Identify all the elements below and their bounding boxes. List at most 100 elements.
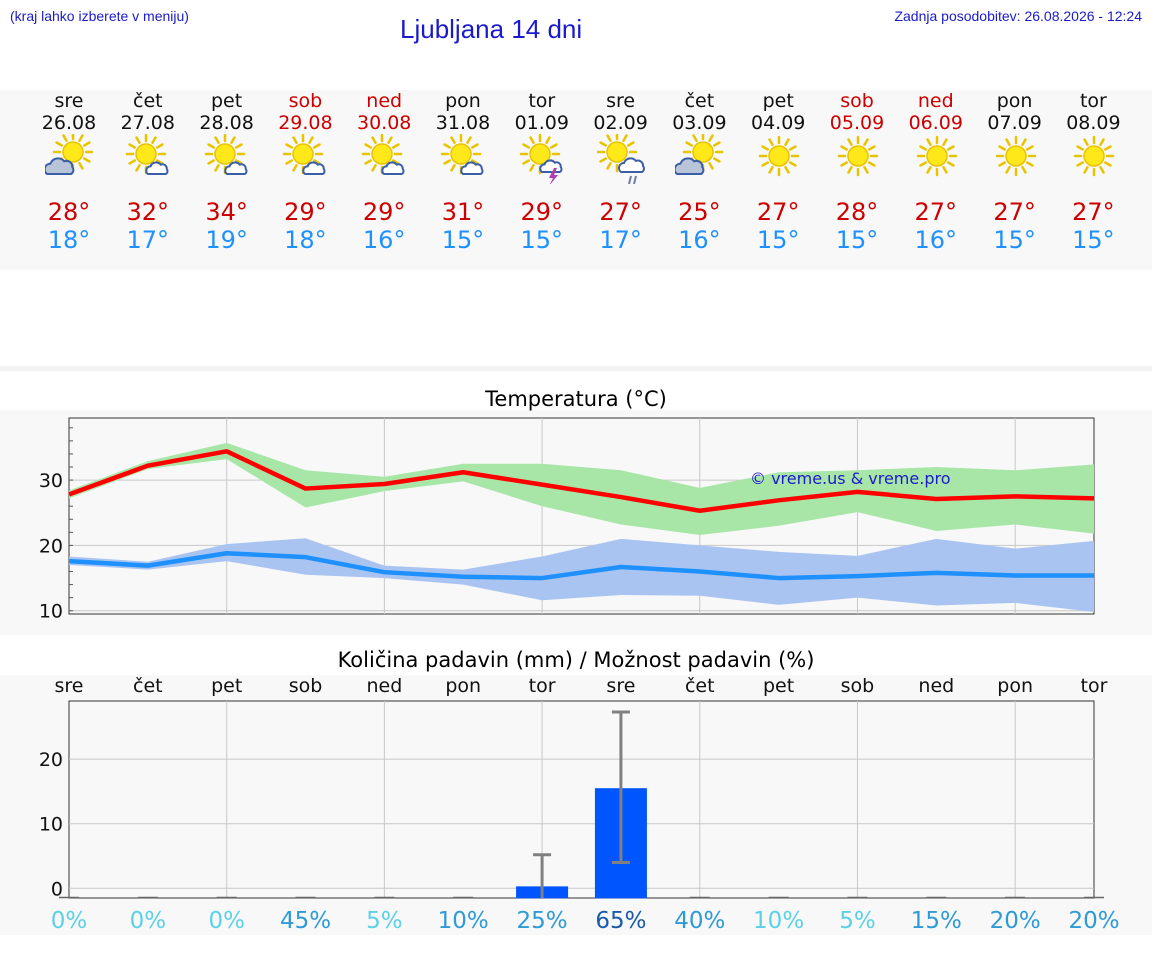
sun-small-cloud-icon <box>204 134 248 175</box>
day-column: pon 07.09 27° 15° <box>975 90 1055 254</box>
day-name: tor <box>528 90 556 112</box>
max-temperature: 31° <box>441 198 485 226</box>
precip-probability: 25% <box>517 908 568 934</box>
min-temperature: 15° <box>520 226 564 254</box>
day-date: 26.08 <box>41 112 97 134</box>
day-column: tor 01.09 29° 15° <box>502 90 582 254</box>
day-date: 05.09 <box>829 112 885 134</box>
max-temperature: 27° <box>599 198 642 226</box>
day-name: sob <box>840 90 874 112</box>
x-tick-label: ned <box>918 675 954 697</box>
x-tick-label: tor <box>1081 675 1108 697</box>
x-tick-label: čet <box>685 675 715 697</box>
min-temperature: 15° <box>993 226 1036 254</box>
precip-probability: 10% <box>753 908 804 934</box>
min-temperature: 18° <box>47 226 91 254</box>
min-temperature: 16° <box>914 226 958 254</box>
max-temperature: 34° <box>205 198 248 226</box>
page-title: Ljubljana 14 dni <box>400 14 583 44</box>
precip-probability: 5% <box>366 908 403 934</box>
y-tick-label: 10 <box>39 601 63 623</box>
sun-icon <box>758 135 800 177</box>
day-name: tor <box>1079 90 1107 112</box>
tmin-line <box>68 550 1094 581</box>
day-column: pet 28.08 34° 19° <box>187 90 267 254</box>
y-tick-label: 0 <box>51 878 63 900</box>
min-temperature: 18° <box>284 226 327 254</box>
day-date: 08.09 <box>1066 112 1121 134</box>
day-name: ned <box>366 90 403 112</box>
last-update: Zadnja posodobitev: 26.08.2026 - 12:24 <box>894 8 1142 24</box>
min-temperature: 17° <box>126 226 170 254</box>
x-tick-label: sob <box>841 675 875 697</box>
precip-probability: 45% <box>280 908 331 934</box>
sun-icon <box>916 135 958 177</box>
min-temperature: 17° <box>599 226 642 254</box>
sun-thunder-icon <box>519 134 563 184</box>
day-name: sre <box>606 90 636 112</box>
precip-probability: 65% <box>595 908 646 934</box>
x-tick-label: tor <box>529 675 556 697</box>
max-temperature: 29° <box>362 198 406 226</box>
day-date: 06.09 <box>908 112 963 134</box>
tmin-range-band <box>69 538 1094 613</box>
day-column: sob 29.08 29° 18° <box>265 90 345 254</box>
sun-icon <box>837 135 879 177</box>
day-column: ned 06.09 27° 16° <box>896 90 976 254</box>
day-name: pon <box>996 90 1033 112</box>
day-name: pet <box>762 90 794 112</box>
day-column: sob 05.09 28° 15° <box>817 90 897 254</box>
max-temperature: 27° <box>756 198 800 226</box>
sun-icon <box>1074 135 1115 177</box>
day-date: 28.08 <box>199 112 254 134</box>
min-temperature: 15° <box>441 226 485 254</box>
y-tick-label: 30 <box>39 470 63 492</box>
precip-probability: 10% <box>438 908 489 934</box>
day-column: sre 02.09 27° 17° <box>581 90 661 254</box>
plot-area <box>68 700 1095 899</box>
sun-rain-icon <box>596 134 645 184</box>
day-column: pet 04.09 27° 15° <box>738 90 818 254</box>
day-date: 07.09 <box>987 112 1042 134</box>
day-column: tor 08.09 27° 15° <box>1053 90 1133 254</box>
tmax-line <box>68 449 1095 514</box>
sun-small-cloud-icon <box>283 134 326 175</box>
watermark: © vreme.us & vreme.pro <box>750 469 951 488</box>
max-temperature: 32° <box>126 198 170 226</box>
x-tick-label: pet <box>763 675 794 697</box>
day-name: sre <box>54 90 84 112</box>
sun-icon <box>995 135 1036 177</box>
day-name: ned <box>917 90 954 112</box>
y-tick-label: 10 <box>39 814 63 836</box>
precip-probability: 0% <box>208 908 245 934</box>
sun-small-cloud-icon <box>125 134 169 175</box>
day-column: sre 26.08 28° 18° <box>29 90 109 254</box>
precip-probability: 0% <box>130 908 167 934</box>
max-temperature: 28° <box>47 198 91 226</box>
day-name: pet <box>210 90 243 112</box>
day-date: 27.08 <box>120 112 175 134</box>
min-temperature: 16° <box>678 226 721 254</box>
day-name: čet <box>684 90 715 112</box>
min-temperature: 15° <box>1072 226 1115 254</box>
precip-probability: 0% <box>51 908 88 934</box>
day-date: 30.08 <box>356 112 412 134</box>
max-temperature: 25° <box>678 198 721 226</box>
sun-cloud-icon <box>45 134 94 175</box>
precip-probability: 20% <box>990 908 1041 934</box>
day-column: ned 30.08 29° 16° <box>344 90 424 254</box>
sun-small-cloud-icon <box>361 134 405 175</box>
day-column: čet 27.08 32° 17° <box>108 90 188 254</box>
day-column: pon 31.08 31° 15° <box>423 90 503 254</box>
sun-small-cloud-icon <box>440 134 484 175</box>
precip-probability: 5% <box>839 908 876 934</box>
day-date: 31.08 <box>435 112 491 134</box>
precipitation-chart: sre čet pet sob ned pon tor sre čet pet sob ned pon t… <box>39 675 1120 934</box>
day-name: sob <box>288 90 323 112</box>
day-date: 02.09 <box>593 112 648 134</box>
divider <box>0 366 1152 371</box>
min-temperature: 19° <box>205 226 248 254</box>
x-tick-label: sre <box>606 675 635 697</box>
x-tick-label: pet <box>211 675 242 697</box>
day-name: čet <box>133 90 163 112</box>
